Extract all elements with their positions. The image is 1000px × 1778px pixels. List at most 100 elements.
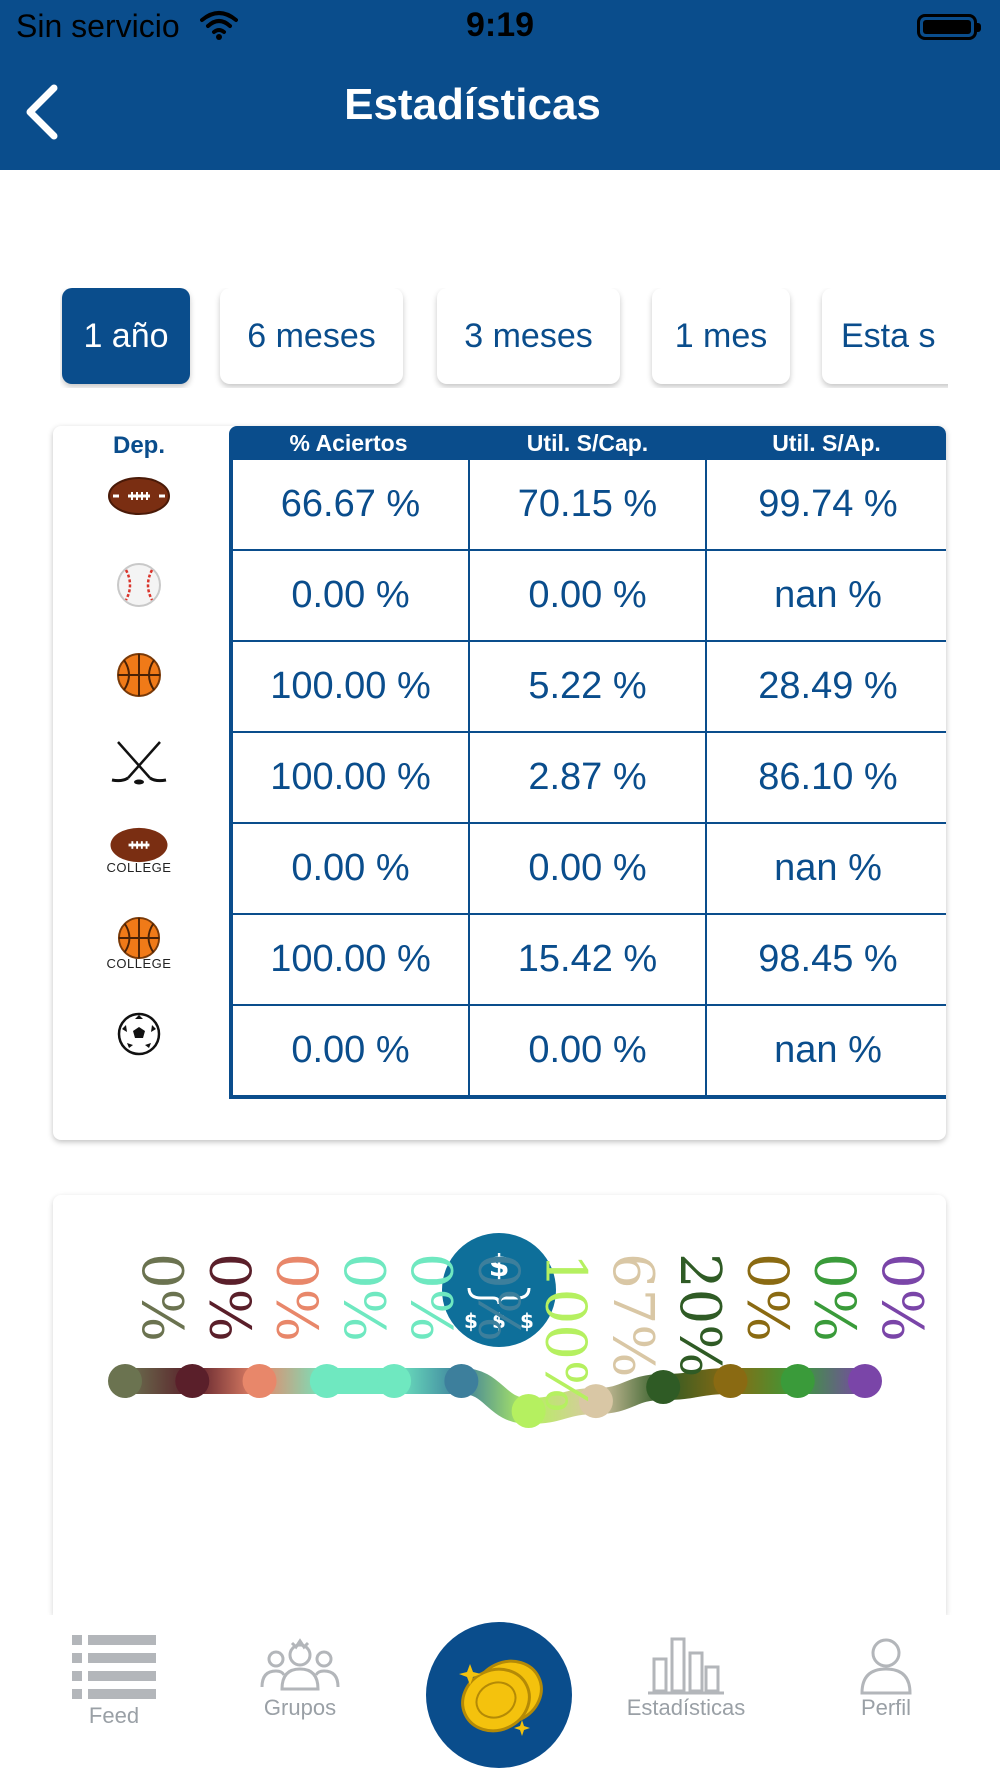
sport-cell <box>53 738 225 786</box>
tab-profile[interactable]: Perfil <box>806 1637 966 1721</box>
data-label: 0% <box>331 1253 396 1342</box>
util-ap-cell: nan % <box>774 1029 882 1071</box>
util-cap-cell: 2.87 % <box>470 733 707 822</box>
table-row: 100.00 % 5.22 % 28.49 % <box>233 640 946 731</box>
svg-text:$: $ <box>464 1309 478 1333</box>
data-point <box>309 1364 344 1398</box>
coins-center-button[interactable] <box>426 1622 572 1768</box>
data-label: 67% <box>600 1253 665 1377</box>
table-row: 0.00 % 0.00 % nan % <box>233 549 946 640</box>
tab-3-months[interactable]: 3 meses <box>437 288 620 384</box>
table-row: 0.00 % 0.00 % nan % <box>233 1004 946 1095</box>
data-label: 0% <box>734 1253 799 1342</box>
groups-icon <box>260 1638 340 1691</box>
back-chevron-icon[interactable] <box>20 82 64 142</box>
hit-rate-cell: 66.67 % <box>233 460 470 549</box>
table-row: 100.00 % 15.42 % 98.45 % <box>233 913 946 1004</box>
college-label: COLLEGE <box>106 956 172 971</box>
tab-statistics[interactable]: Estadísticas <box>606 1635 766 1721</box>
sport-cell: COLLEGE <box>53 826 225 875</box>
profile-icon <box>860 1638 912 1695</box>
hit-rate-cell: 100.00 % <box>233 733 470 822</box>
money-distribution-icon: $ $ $ $ <box>442 1233 556 1347</box>
tab-groups[interactable]: Grupos <box>220 1637 380 1721</box>
college-label: COLLEGE <box>106 860 172 875</box>
tab-profile-label: Perfil <box>860 1695 912 1720</box>
table-row: 100.00 % 2.87 % 86.10 % <box>233 731 946 822</box>
app-bar <box>0 0 1000 170</box>
hit-rate-cell: 100.00 % <box>233 915 470 1004</box>
util-cap-cell: 70.15 % <box>470 460 707 549</box>
table-row: 66.67 % 70.15 % 99.74 % <box>233 460 946 549</box>
col-header-util-cap: Util. S/Cap. <box>526 430 649 456</box>
svg-text:$: $ <box>492 1309 506 1333</box>
util-cap-cell: 0.00 % <box>470 551 707 640</box>
hit-rate-cell: 0.00 % <box>233 824 470 913</box>
data-point <box>444 1364 479 1398</box>
util-ap-cell: 98.45 % <box>758 938 898 980</box>
sport-cell <box>53 476 225 516</box>
data-point <box>108 1364 142 1398</box>
hit-rate-cell: 0.00 % <box>233 1006 470 1095</box>
soccer-icon <box>117 1012 161 1056</box>
data-label: 0% <box>802 1253 867 1342</box>
util-cap-cell: 5.22 % <box>470 642 707 731</box>
data-label: 0% <box>129 1253 194 1342</box>
util-cap-cell: 0.00 % <box>470 824 707 913</box>
college-football-icon <box>110 827 168 863</box>
data-label: 100% <box>533 1253 598 1413</box>
coins-icon <box>459 1659 543 1736</box>
col-header-hit-rate: % Aciertos <box>289 430 408 456</box>
bar-chart-icon <box>648 1637 724 1695</box>
data-point <box>175 1364 210 1398</box>
table-header: % Aciertos Util. S/Cap. Util. S/Ap. <box>229 426 946 460</box>
status-bar: Sin servicio 9:19 <box>0 0 1000 52</box>
tab-feed[interactable]: Feed <box>34 1633 194 1729</box>
carrier-label: Sin servicio <box>16 8 180 44</box>
sport-cell <box>53 562 225 608</box>
tab-1-month[interactable]: 1 mes <box>652 288 790 384</box>
data-label: 0% <box>465 1253 530 1342</box>
tab-6-months[interactable]: 6 meses <box>220 288 403 384</box>
data-point <box>713 1364 748 1398</box>
tab-1-year[interactable]: 1 año <box>62 288 190 384</box>
tab-feed-label: Feed <box>88 1703 140 1728</box>
data-point <box>377 1364 412 1398</box>
football-icon <box>108 477 170 515</box>
util-ap-cell: 28.49 % <box>758 665 898 707</box>
tab-this-week[interactable]: Esta s <box>822 288 948 384</box>
util-ap-cell: nan % <box>774 847 882 889</box>
hit-rate-cell: 100.00 % <box>233 642 470 731</box>
wifi-icon <box>200 11 238 40</box>
page-title: Estadísticas <box>344 80 601 129</box>
sport-cell <box>53 1012 225 1056</box>
util-ap-cell: nan % <box>774 574 882 616</box>
data-label: 0% <box>264 1253 329 1342</box>
util-cap-cell: 0.00 % <box>470 1006 707 1095</box>
performance-chart: 0% 0% 0% 0% 0% 0% 100% 67% 20% 0% 0% 0% <box>108 1253 934 1428</box>
college-basketball-icon <box>117 916 161 960</box>
data-label: 0% <box>196 1253 261 1342</box>
svg-text:$: $ <box>520 1309 534 1333</box>
data-point <box>848 1364 882 1398</box>
util-ap-cell: 86.10 % <box>758 756 898 798</box>
baseball-icon <box>117 563 161 607</box>
tab-statistics-label: Estadísticas <box>626 1695 746 1720</box>
util-ap-cell: 99.74 % <box>758 483 898 525</box>
table-row: 0.00 % 0.00 % nan % <box>233 822 946 913</box>
svg-text:$: $ <box>489 1249 510 1284</box>
tab-groups-label: Grupos <box>263 1695 337 1720</box>
data-point <box>511 1394 546 1428</box>
data-point <box>242 1364 277 1398</box>
feed-icon <box>72 1635 156 1699</box>
clock: 9:19 <box>465 6 535 44</box>
col-header-util-ap: Util. S/Ap. <box>772 430 881 456</box>
data-point <box>646 1370 681 1404</box>
battery-icon <box>917 14 981 40</box>
util-cap-cell: 15.42 % <box>470 915 707 1004</box>
data-label: 20% <box>667 1253 732 1377</box>
hockey-icon <box>111 741 167 785</box>
stats-card: Dep. % Aciertos Util. S/Cap. Util. S/Ap. <box>53 426 946 1140</box>
chart-card: $ $ $ $ 0% 0% 0% 0% 0% 0% 100% 67% 20% 0% 0% 0% <box>53 1195 946 1615</box>
data-label: 0% <box>398 1253 463 1342</box>
